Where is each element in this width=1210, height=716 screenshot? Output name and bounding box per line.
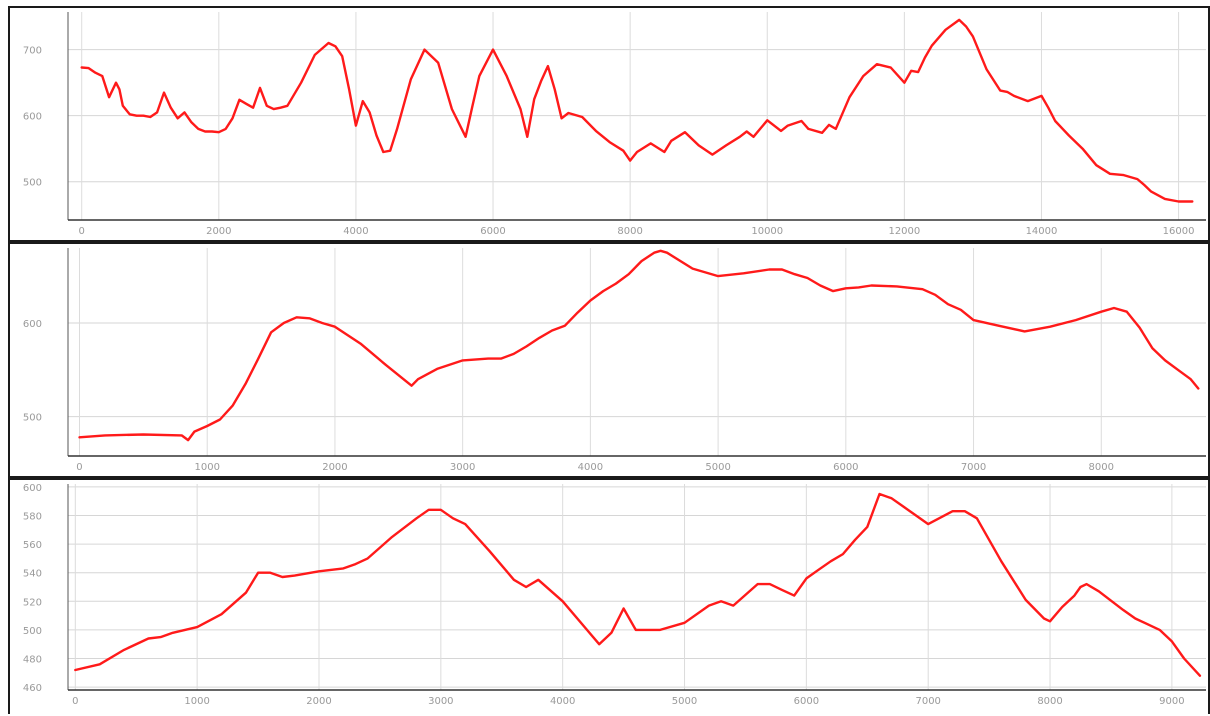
line-chart-top: 500 600 700 0 2000 4000 6000 8000 10000 12000 1400… [23,12,1206,237]
grid [68,248,1206,456]
x-tick-label: 5000 [672,696,697,707]
x-tick-label: 14000 [1026,226,1058,237]
x-tick-label: 5000 [705,462,730,473]
x-tick-label: 6000 [833,462,858,473]
x-tick-label: 10000 [751,226,783,237]
y-tick-label: 580 [23,511,42,522]
y-tick-label: 460 [23,683,42,694]
grid [68,484,1206,690]
x-tick-label: 8000 [1037,696,1062,707]
x-tick-label: 0 [76,462,82,473]
chart-panel-bottom: 460 480 500 520 540 560 580 600 0 1000 2000 3000 400… [8,478,1210,714]
grid [68,12,1206,220]
x-tick-label: 3000 [450,462,475,473]
y-tick-label: 540 [23,569,42,580]
y-tick-label: 520 [23,597,42,608]
chart-panel-middle: 5006000100020003000400050006000700080009… [8,242,1210,478]
line-chart-middle: 5006000100020003000400050006000700080009… [23,248,1206,473]
x-tick-label: 6000 [794,696,819,707]
y-tick-label: 480 [23,655,42,666]
series-line [74,492,1202,677]
y-tick-label: 560 [23,540,42,551]
x-tick-label: 4000 [578,462,603,473]
y-tick-label: 500 [23,413,42,424]
x-tick-label: 1000 [184,696,209,707]
x-tick-label: 7000 [961,462,986,473]
y-tick-label: 600 [23,112,42,123]
x-tick-label: 2000 [206,226,231,237]
x-tick-label: 0 [72,696,78,707]
series-line [78,249,1200,442]
x-tick-label: 4000 [343,226,368,237]
y-tick-label: 500 [23,626,42,637]
x-tick-label: 1000 [194,462,219,473]
y-tick-label: 600 [23,319,42,330]
x-tick-label: 2000 [322,462,347,473]
x-tick-label: 6000 [480,226,505,237]
x-tick-label: 3000 [428,696,453,707]
x-tick-label: 8000 [617,226,642,237]
x-tick-label: 4000 [550,696,575,707]
x-tick-label: 2000 [306,696,331,707]
x-tick-label: 0 [79,226,85,237]
x-tick-label: 16000 [1163,226,1195,237]
y-tick-label: 700 [23,46,42,57]
y-tick-label: 600 [23,483,42,494]
x-tick-label: 8000 [1089,462,1114,473]
chart-panel-top: 500 600 700 0 2000 4000 6000 8000 10000 12000 1400… [8,6,1210,242]
x-tick-label: 7000 [915,696,940,707]
x-tick-label: 12000 [888,226,920,237]
x-tick-label: 9000 [1159,696,1184,707]
series-line [80,18,1194,203]
y-tick-label: 500 [23,178,42,189]
